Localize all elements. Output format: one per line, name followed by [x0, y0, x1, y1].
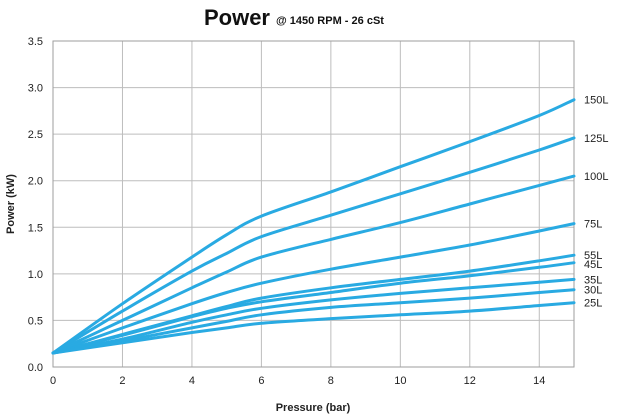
- chart-title: Power: [204, 5, 270, 30]
- series-group: [51, 98, 576, 355]
- series-line-25l: [51, 301, 576, 355]
- y-axis-label: Power (kW): [5, 174, 17, 234]
- series-line-75l: [51, 222, 576, 355]
- y-tick-label: 0.0: [28, 362, 43, 374]
- series-line-45l: [51, 261, 576, 355]
- x-tick-label: 10: [394, 375, 406, 387]
- x-axis-ticks: 0 2 4 6 8 10 12 14: [50, 375, 545, 387]
- series-line-35l: [51, 277, 576, 355]
- y-axis-ticks: 0.0 0.5 1.0 1.5 2.0 2.5 3.0 3.5: [28, 36, 43, 374]
- series-label-150l: 150L: [584, 95, 608, 107]
- series-label-35l: 35L: [584, 274, 602, 286]
- series-line-100l: [51, 174, 576, 355]
- y-tick-label: 3.0: [28, 83, 43, 95]
- series-label-125l: 125L: [584, 133, 608, 145]
- x-tick-label: 6: [258, 375, 264, 387]
- series-label-45l: 45L: [584, 259, 602, 271]
- chart-subtitle: @ 1450 RPM - 26 cSt: [276, 15, 384, 27]
- x-tick-label: 2: [119, 375, 125, 387]
- series-line-30l: [51, 288, 576, 355]
- x-axis-label: Pressure (bar): [276, 402, 351, 414]
- x-tick-label: 12: [464, 375, 476, 387]
- series-label-75l: 75L: [584, 219, 602, 231]
- y-tick-label: 1.5: [28, 222, 43, 234]
- series-label-25l: 25L: [584, 298, 602, 310]
- series-label-30l: 30L: [584, 285, 602, 297]
- series-label-100l: 100L: [584, 171, 608, 183]
- x-tick-label: 14: [533, 375, 545, 387]
- y-tick-label: 2.5: [28, 129, 43, 141]
- x-tick-label: 4: [189, 375, 195, 387]
- x-tick-label: 0: [50, 375, 56, 387]
- plot-frame: [52, 40, 575, 368]
- y-tick-label: 3.5: [28, 36, 43, 48]
- series-label-55l: 55L: [584, 250, 602, 262]
- x-tick-label: 8: [328, 375, 334, 387]
- y-tick-label: 1.0: [28, 269, 43, 281]
- y-tick-label: 0.5: [28, 315, 43, 327]
- grid: [53, 41, 574, 367]
- series-line-150l: [51, 98, 576, 355]
- series-line-125l: [51, 136, 576, 355]
- y-tick-label: 2.0: [28, 176, 43, 188]
